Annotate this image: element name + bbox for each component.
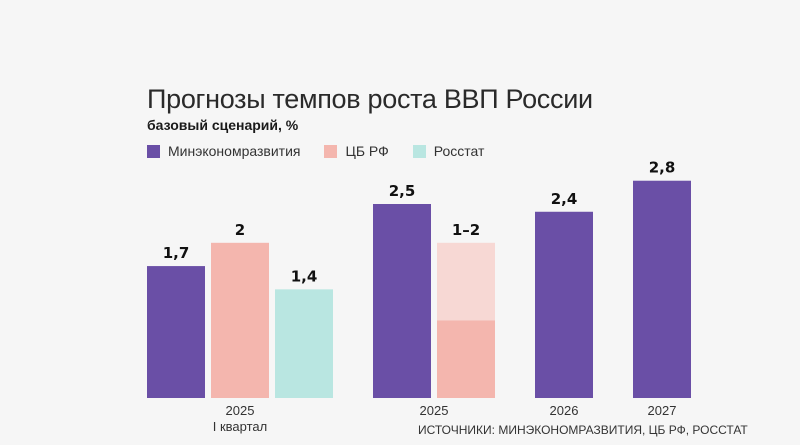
category-label: 2026 <box>550 403 579 418</box>
category-sublabel: I квартал <box>213 419 267 434</box>
legend-item-cbrf: ЦБ РФ <box>324 143 389 159</box>
bar <box>535 211 593 398</box>
chart-title: Прогнозы темпов роста ВВП России <box>147 84 593 114</box>
bar-value-label: 2,4 <box>551 190 578 208</box>
legend-swatch-rosstat <box>412 144 426 158</box>
legend-item-minek: Минэкономразвития <box>147 143 300 159</box>
bar <box>633 180 691 398</box>
bar-range-lower <box>437 320 495 398</box>
bar-value-label: 2,5 <box>389 182 416 200</box>
legend-swatch-cbrf <box>324 144 338 158</box>
bar-value-label: 1,4 <box>291 267 318 285</box>
source-note: ИСТОЧНИКИ: МИНЭКОНОМРАЗВИТИЯ, ЦБ РФ, РОС… <box>418 423 748 437</box>
bar-range-upper <box>437 242 495 321</box>
legend-label-rosstat: Росстат <box>433 143 485 159</box>
bar <box>373 204 431 398</box>
bar <box>147 266 205 398</box>
legend-swatch-minek <box>147 144 160 158</box>
bar-value-label: 1–2 <box>452 221 480 239</box>
legend-item-rosstat: Росстат <box>412 143 485 159</box>
category-label: 2025 <box>226 403 255 418</box>
bar <box>211 242 269 398</box>
bar-value-label: 2 <box>235 221 245 239</box>
legend-label-cbrf: ЦБ РФ <box>345 143 389 159</box>
legend: Минэкономразвития ЦБ РФ Росстат <box>147 143 508 159</box>
legend-label-minek: Минэкономразвития <box>168 143 301 159</box>
category-label: 2027 <box>648 403 677 418</box>
chart-subtitle: базовый сценарий, % <box>147 117 299 133</box>
bar-value-label: 2,8 <box>649 159 676 177</box>
bar <box>275 289 333 398</box>
category-label: 2025 <box>420 403 449 418</box>
bar-value-label: 1,7 <box>163 244 190 262</box>
